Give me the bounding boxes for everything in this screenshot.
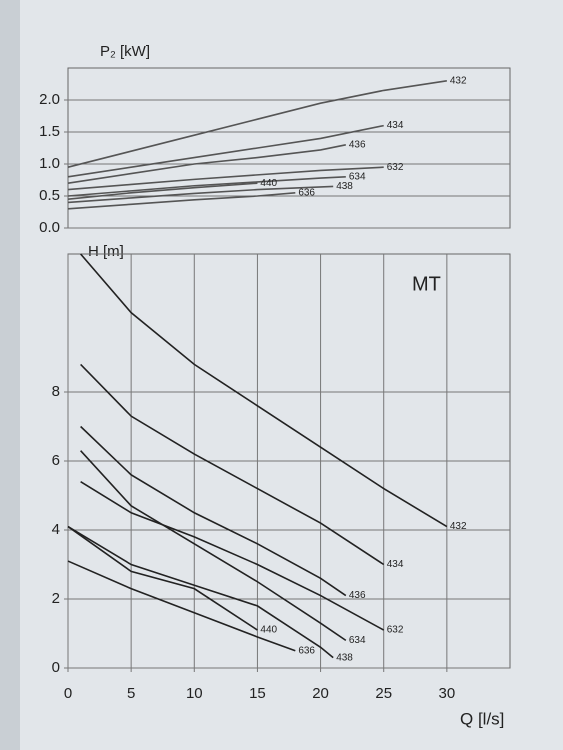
series-label: 434: [387, 559, 404, 570]
series-line: [67, 560, 296, 652]
series-label: 636: [298, 187, 315, 198]
paper: [20, 0, 563, 750]
x-tick-label: 25: [375, 685, 392, 702]
series-label: 436: [349, 590, 366, 601]
y-tick-label: 1.0: [39, 155, 60, 172]
x-tick-label: 15: [249, 685, 266, 702]
y-tick-label: 8: [52, 383, 60, 400]
series-line: [80, 425, 347, 597]
x-tick-label: 30: [439, 685, 456, 702]
series-line: [67, 185, 334, 204]
series-line: [67, 182, 258, 200]
series-label: 434: [387, 120, 404, 131]
series-label: 636: [298, 645, 315, 656]
y-axis-label: H [m]: [88, 243, 124, 260]
series-label: 632: [387, 162, 404, 173]
series-line: [80, 450, 347, 642]
series-label: 634: [349, 635, 366, 646]
y-tick-label: 0: [52, 659, 60, 676]
series-label: 436: [349, 139, 366, 150]
series-line: [67, 525, 334, 659]
series-label: 432: [450, 521, 467, 532]
series-label: 440: [260, 625, 277, 636]
y-tick-label: 6: [52, 452, 60, 469]
series-line: [67, 80, 447, 168]
y-tick-label: 4: [52, 521, 60, 538]
y-tick-label: 1.5: [39, 123, 60, 140]
series-label: 634: [349, 171, 366, 182]
series-label: 440: [260, 178, 277, 189]
x-tick-label: 20: [312, 685, 329, 702]
series-line: [67, 124, 384, 178]
series-line: [80, 363, 385, 566]
x-tick-label: 10: [186, 685, 203, 702]
y-tick-label: 2.0: [39, 91, 60, 108]
y-axis-label: P₂ [kW]: [100, 43, 150, 60]
series-label: 632: [387, 625, 404, 636]
series-line: [67, 176, 346, 197]
series-line: [67, 192, 296, 210]
x-axis-label: Q [l/s]: [460, 709, 504, 728]
series-line: [67, 166, 384, 191]
annotation: MT: [412, 273, 441, 295]
x-tick-label: 5: [127, 685, 135, 702]
series-label: 438: [336, 181, 353, 192]
series-line: [80, 253, 448, 528]
y-tick-label: 0.5: [39, 187, 60, 204]
series-line: [80, 481, 385, 631]
series-line: [67, 525, 258, 631]
y-tick-label: 2: [52, 590, 60, 607]
x-tick-label: 0: [64, 685, 72, 702]
series-label: 432: [450, 75, 467, 86]
series-label: 438: [336, 652, 353, 663]
series-line: [67, 144, 346, 184]
y-tick-label: 0.0: [39, 219, 60, 236]
